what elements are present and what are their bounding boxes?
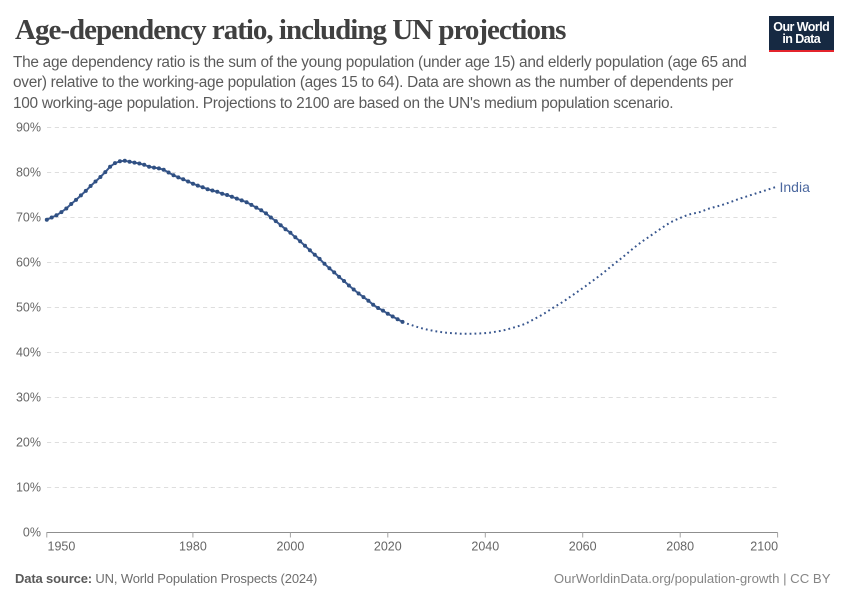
svg-text:80%: 80% xyxy=(16,166,41,180)
svg-text:70%: 70% xyxy=(16,211,41,225)
svg-text:10%: 10% xyxy=(16,481,41,495)
svg-text:2000: 2000 xyxy=(276,540,304,554)
svg-text:30%: 30% xyxy=(16,391,41,405)
svg-text:1980: 1980 xyxy=(179,540,207,554)
svg-text:India: India xyxy=(780,179,811,195)
svg-text:2060: 2060 xyxy=(569,540,597,554)
svg-text:2100: 2100 xyxy=(750,540,778,554)
svg-text:2020: 2020 xyxy=(374,540,402,554)
svg-text:0%: 0% xyxy=(23,526,41,540)
svg-text:1950: 1950 xyxy=(48,540,76,554)
svg-text:90%: 90% xyxy=(16,121,41,135)
svg-text:2040: 2040 xyxy=(471,540,499,554)
svg-text:50%: 50% xyxy=(16,301,41,315)
svg-text:2080: 2080 xyxy=(666,540,694,554)
svg-text:60%: 60% xyxy=(16,256,41,270)
svg-text:40%: 40% xyxy=(16,346,41,360)
svg-text:20%: 20% xyxy=(16,436,41,450)
